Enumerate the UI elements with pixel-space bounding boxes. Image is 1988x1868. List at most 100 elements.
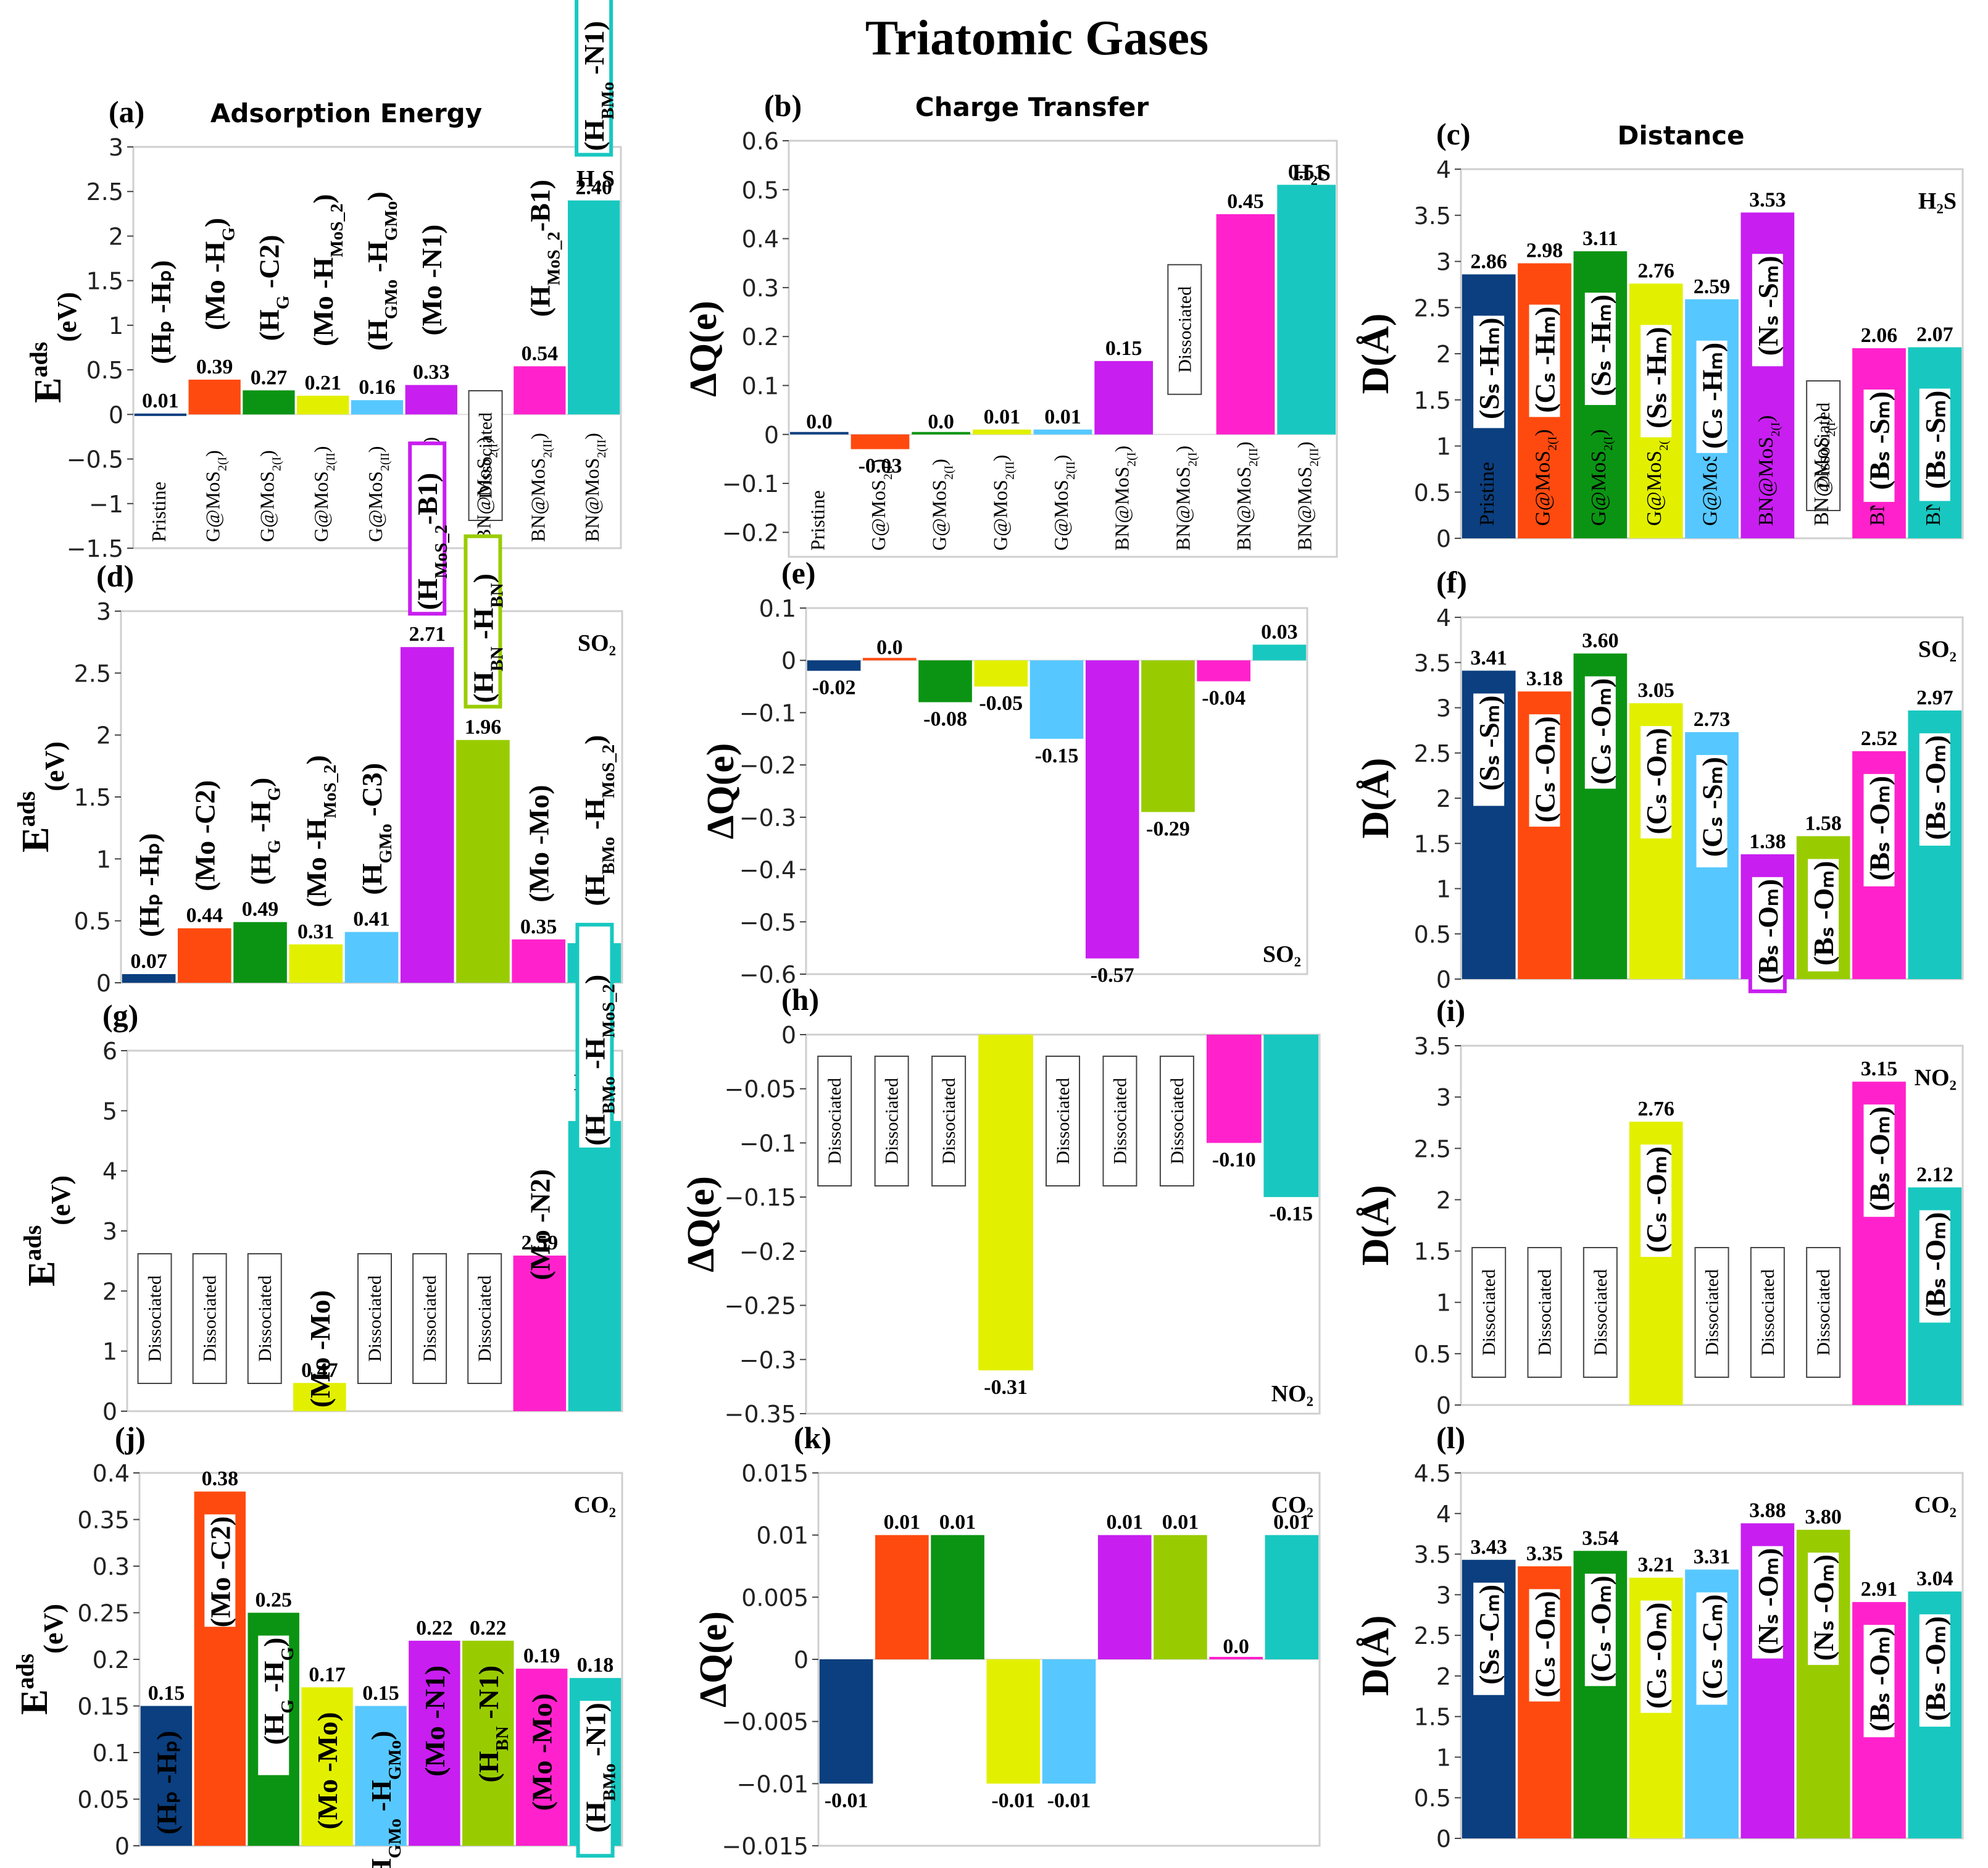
- dissociated-label: Dissociated: [255, 1275, 275, 1362]
- y-tick-label: 3: [1436, 249, 1451, 276]
- y-tick-label: −0.6: [739, 961, 796, 988]
- site-label-box: [1525, 711, 1564, 831]
- site-label: (Hₚ -Hₚ): [145, 260, 177, 364]
- site-label-box: [575, 922, 614, 1151]
- panel-i: 0 0.5 1 1.5 2 2.5 3 3.5 D(Å) (i) NO₂ Dissociated Dis…: [1355, 993, 1964, 1419]
- dissociated-box: [468, 390, 503, 521]
- dissociated-label: Dissociated: [1702, 1269, 1723, 1356]
- panel-k: −0.015 −0.01 −0.005 0 0.005 0.01 0.015 ΔQ(e) (k)…: [692, 1420, 1321, 1860]
- y-tick-label: 0: [115, 1833, 130, 1860]
- y-tick-label: 4: [1436, 604, 1451, 632]
- site-label: (HMoS_2-B1): [524, 180, 564, 317]
- value-label: -0.57: [1091, 964, 1134, 987]
- value-label: 0.22: [470, 1617, 507, 1640]
- bar: [1206, 1035, 1262, 1143]
- site-label: (Cₛ -Hₘ): [1529, 306, 1561, 412]
- site-label: (HGMo -HGMo): [362, 191, 401, 351]
- y-axis-label: D(Å): [1355, 1185, 1397, 1266]
- dissociated-label: Dissociated: [939, 1078, 959, 1164]
- site-label-box: [1692, 751, 1731, 872]
- dissociated-box: [1159, 1056, 1194, 1186]
- site-label: (Mo -N2): [524, 1169, 555, 1280]
- value-label: -0.04: [1202, 687, 1246, 710]
- y-tick-label: 4: [1436, 156, 1451, 183]
- y-tick-label: −0.1: [739, 1130, 796, 1157]
- y-tick-label: 0: [109, 401, 123, 428]
- site-label-box: [1637, 1141, 1676, 1261]
- value-label: 2.76: [1637, 259, 1674, 282]
- y-tick-label: 3: [109, 134, 123, 161]
- y-axis-label: ΔQ(e): [700, 743, 742, 840]
- y-tick-label: 3: [102, 1218, 117, 1245]
- dissociated-label: Dissociated: [476, 412, 496, 499]
- y-tick-label: −0.15: [725, 1184, 796, 1211]
- y-tick-label: 0.5: [742, 177, 779, 204]
- site-label: (Mo -Mo): [523, 785, 555, 902]
- category-label: G@MoS2(II): [989, 455, 1017, 551]
- site-label: (Cₛ -Oₘ): [1529, 716, 1561, 822]
- site-label: (Bₛ -Sₘ): [1919, 391, 1951, 490]
- y-tick-label: −0.015: [722, 1833, 809, 1860]
- value-label: 0.01: [1273, 1511, 1310, 1534]
- dissociated-box: [1046, 1056, 1080, 1186]
- site-label-box: [1637, 722, 1676, 843]
- value-label: 0.07: [130, 950, 167, 973]
- value-label: 0.35: [520, 915, 557, 938]
- y-tick-label: 0.3: [742, 275, 779, 302]
- site-label: (HBN -HBN): [467, 573, 507, 703]
- value-label: -0.01: [991, 1789, 1035, 1812]
- y-tick-label: 0.015: [741, 1460, 809, 1487]
- bar: [297, 396, 349, 415]
- site-label-box: [1915, 385, 1954, 505]
- bar: [289, 944, 343, 983]
- dissociated-box: [874, 1056, 909, 1186]
- value-label: 0.17: [309, 1663, 346, 1686]
- site-label: (Bₛ -Oₘ): [1808, 861, 1839, 966]
- site-label-box: [1748, 250, 1787, 370]
- site-label: (Hₚ -Hₚ): [151, 1731, 182, 1835]
- bar: [931, 1535, 984, 1659]
- y-tick-label: 0: [781, 1022, 796, 1049]
- value-label: 2.40: [575, 177, 612, 199]
- bar: [1154, 1535, 1207, 1659]
- value-label: 3.31: [1694, 1546, 1731, 1569]
- category-label: G@MoS2(I): [928, 459, 956, 551]
- bar: [456, 740, 510, 983]
- site-label-box: [1525, 301, 1564, 421]
- y-tick-label: 0: [781, 648, 796, 675]
- y-tick-label: 0.5: [1414, 1341, 1451, 1368]
- y-tick-label: 0: [1436, 1825, 1451, 1853]
- gas-label: H₂S: [1292, 160, 1331, 186]
- value-label: 3.18: [1526, 667, 1563, 690]
- y-tick-label: 2.5: [74, 660, 111, 687]
- panel-label: (h): [781, 982, 819, 1017]
- site-label: (Nₛ -Oₘ): [1808, 1554, 1839, 1661]
- value-label: 2.73: [1694, 708, 1731, 731]
- y-tick-label: 0.35: [77, 1507, 130, 1534]
- category-label: G@MoS2(II): [310, 446, 338, 542]
- site-label: (Cₛ -Oₘ): [1641, 728, 1672, 834]
- y-tick-label: 2.5: [1414, 1135, 1451, 1162]
- site-label: (Cₛ -Cₘ): [1697, 1595, 1728, 1699]
- site-label: (Hₚ -Hₚ): [133, 833, 165, 937]
- site-label-box: [1470, 1578, 1508, 1699]
- bar: [978, 1035, 1033, 1370]
- site-label-box: [1692, 336, 1731, 457]
- value-label: 2.91: [1861, 1578, 1898, 1601]
- y-tick-label: 1: [102, 1338, 117, 1366]
- y-tick-label: 1.5: [86, 268, 123, 295]
- value-label: 0.22: [416, 1617, 453, 1640]
- category-label: BN@MoS2(I): [1171, 446, 1199, 551]
- dissociated-label: Dissociated: [365, 1275, 385, 1362]
- site-label-box: [1860, 1101, 1899, 1221]
- bar: [1042, 1659, 1096, 1784]
- y-tick-label: 0.5: [86, 357, 123, 384]
- site-label-box: [464, 534, 502, 709]
- y-tick-label: 2.5: [86, 178, 123, 206]
- y-axis-label: D(Å): [1355, 758, 1397, 839]
- dissociated-box: [247, 1253, 282, 1384]
- site-label-box: [1748, 873, 1787, 993]
- dissociated-box: [1750, 1247, 1785, 1378]
